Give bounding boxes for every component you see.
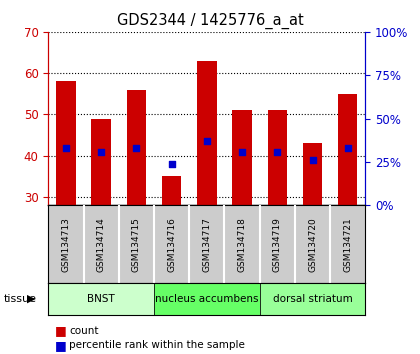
Text: dorsal striatum: dorsal striatum — [273, 294, 352, 304]
Bar — [232, 110, 252, 205]
Bar — [338, 94, 357, 205]
Text: tissue: tissue — [4, 294, 37, 304]
Text: GSM134713: GSM134713 — [61, 217, 71, 272]
Bar — [162, 176, 181, 205]
Bar — [197, 61, 217, 205]
Text: nucleus accumbens: nucleus accumbens — [155, 294, 259, 304]
Text: GSM134714: GSM134714 — [97, 217, 106, 272]
Text: GSM134716: GSM134716 — [167, 217, 176, 272]
Text: ■: ■ — [55, 339, 66, 352]
Bar — [56, 81, 76, 205]
Bar — [154, 283, 260, 315]
Bar — [303, 143, 322, 205]
Point — [239, 149, 245, 154]
Point — [63, 145, 69, 151]
Point — [133, 145, 140, 151]
Text: GSM134720: GSM134720 — [308, 217, 317, 272]
Bar — [268, 110, 287, 205]
Point — [309, 158, 316, 163]
Point — [274, 149, 281, 154]
Bar — [48, 283, 154, 315]
Bar — [127, 90, 146, 205]
Text: GSM134715: GSM134715 — [132, 217, 141, 272]
Text: GSM134719: GSM134719 — [273, 217, 282, 272]
Text: GSM134721: GSM134721 — [343, 217, 352, 272]
Bar — [260, 283, 365, 315]
Text: GSM134718: GSM134718 — [238, 217, 247, 272]
Bar — [92, 119, 111, 205]
Point — [344, 145, 351, 151]
Text: ▶: ▶ — [27, 294, 36, 304]
Text: count: count — [69, 326, 99, 336]
Text: BNST: BNST — [87, 294, 115, 304]
Text: GDS2344 / 1425776_a_at: GDS2344 / 1425776_a_at — [117, 12, 303, 29]
Text: percentile rank within the sample: percentile rank within the sample — [69, 340, 245, 350]
Point — [203, 138, 210, 144]
Point — [98, 149, 105, 154]
Text: ■: ■ — [55, 325, 66, 337]
Point — [168, 161, 175, 166]
Text: GSM134717: GSM134717 — [202, 217, 211, 272]
